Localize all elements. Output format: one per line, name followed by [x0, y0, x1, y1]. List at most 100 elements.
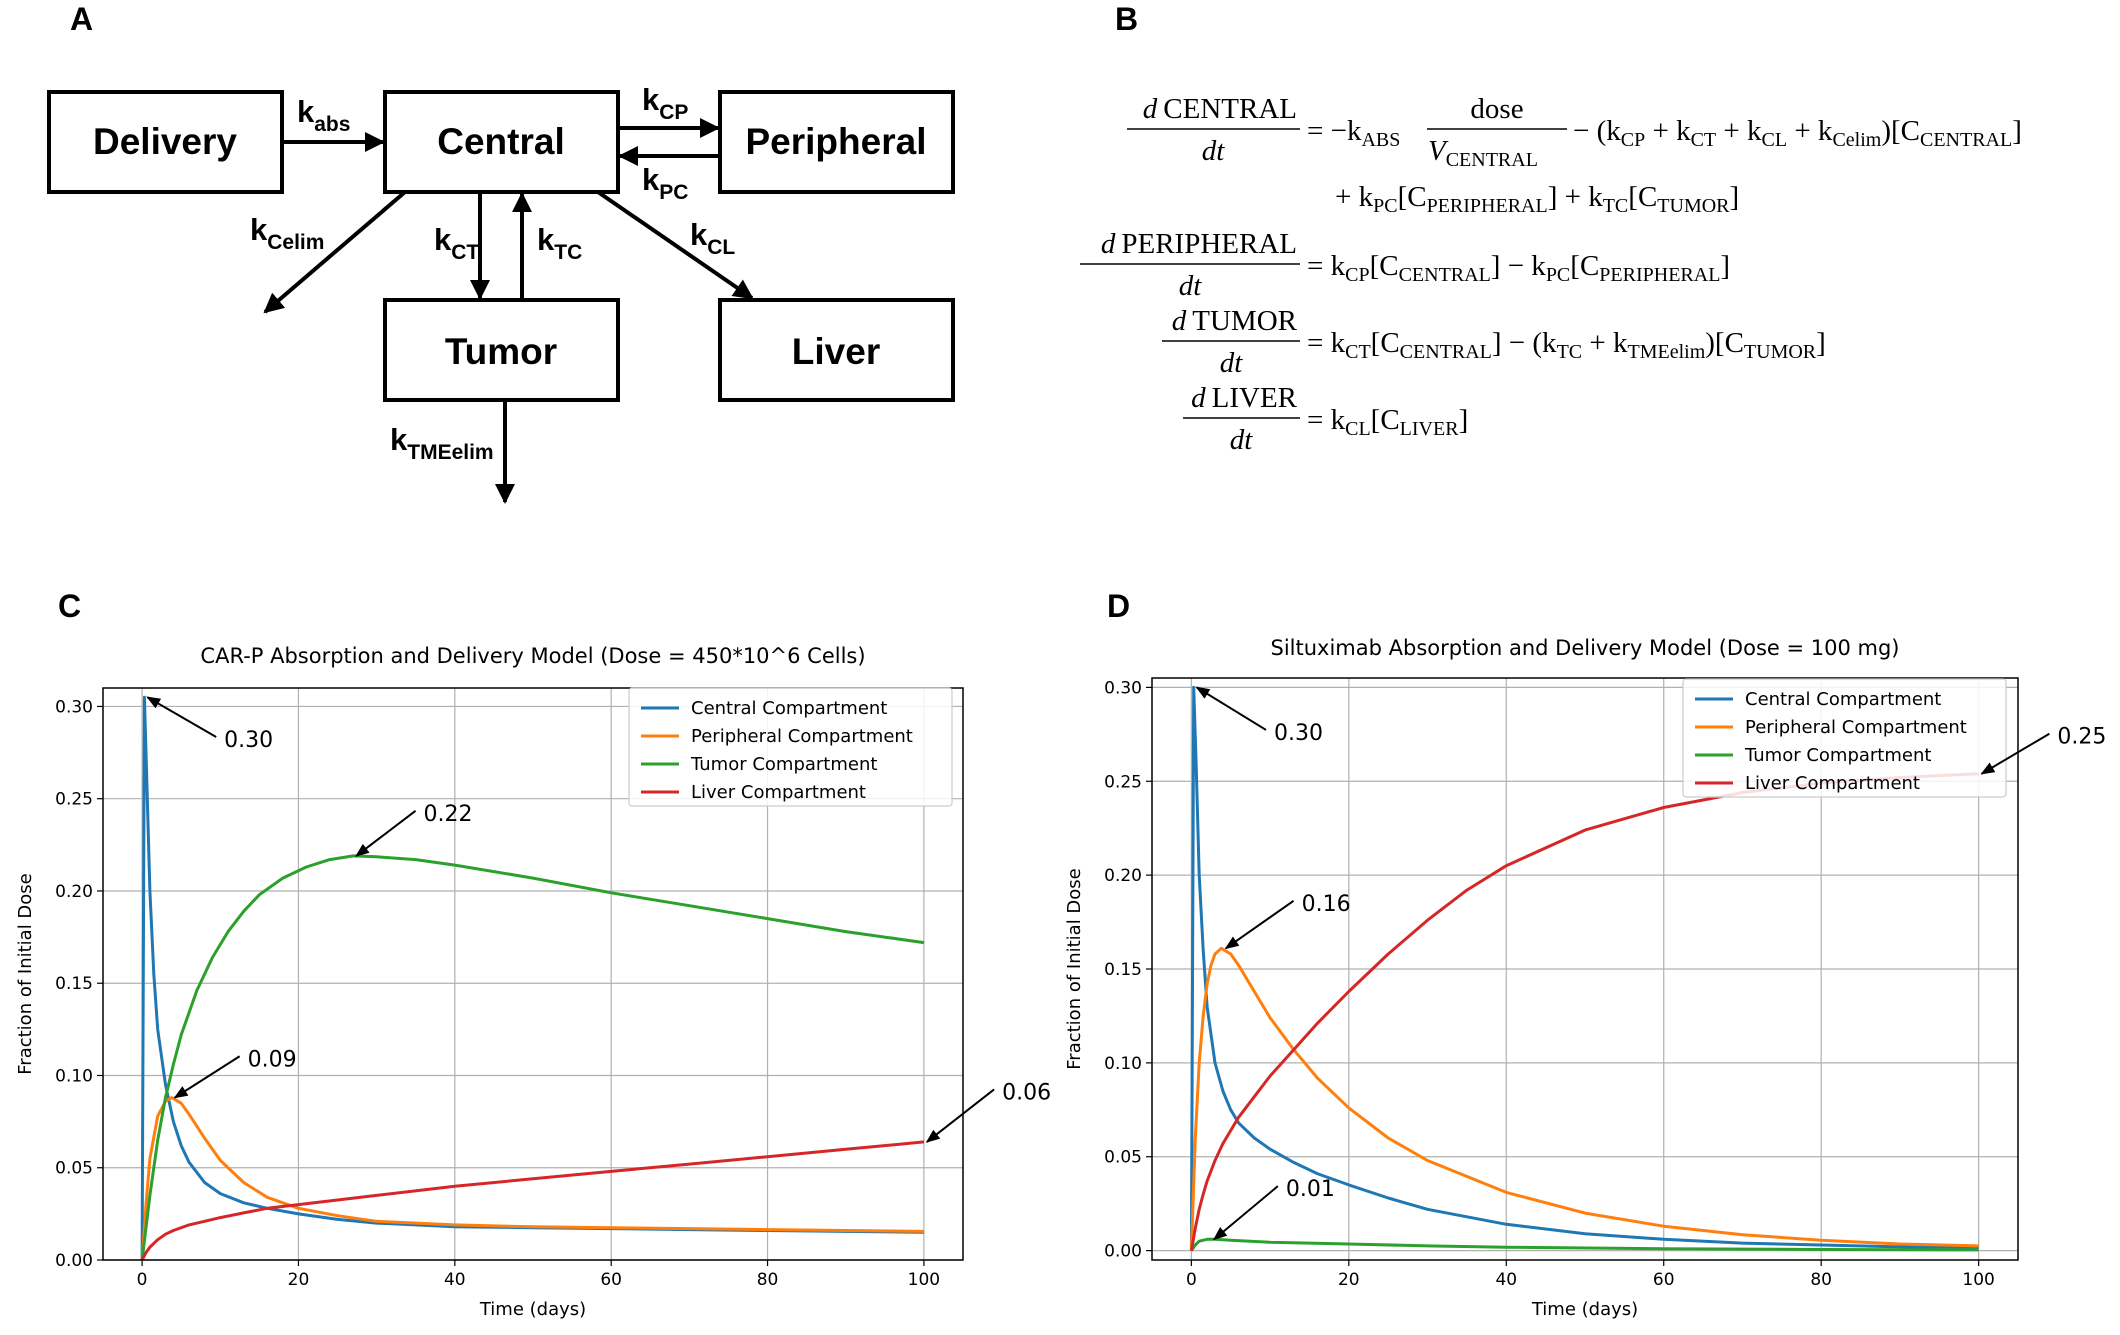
x-tick-label: 40: [1495, 1270, 1517, 1290]
y-tick-label: 0.25: [55, 790, 93, 810]
rate-kcp: kCP: [642, 82, 688, 124]
central-label: Central: [437, 121, 564, 162]
x-axis-label: Time (days): [1531, 1299, 1638, 1320]
rate-ktc: kTC: [537, 222, 582, 264]
eq1-numerator: d CENTRAL: [1143, 93, 1297, 125]
rate-kct: kCT: [434, 222, 479, 264]
series-line-tumor: [1190, 1237, 1979, 1252]
y-tick-label: 0.10: [55, 1066, 93, 1086]
y-tick-label: 0.20: [55, 882, 93, 902]
legend-entry: Central Compartment: [691, 698, 887, 719]
x-tick-label: 60: [600, 1270, 622, 1290]
eq1-denominator: dt: [1202, 135, 1226, 167]
annotation-label: 0.06: [1002, 1080, 1051, 1105]
series-line-peripheral: [140, 1096, 924, 1261]
annotation-label: 0.22: [424, 802, 473, 827]
y-tick-label: 0.10: [1104, 1054, 1142, 1074]
panel-letter-a: A: [70, 1, 93, 37]
chart-c: 0 20 40 60 80 100 0.00 0.05 0.10 0.15 0.20 0.25 0.30…: [15, 644, 1051, 1320]
series-line-liver: [140, 1140, 925, 1261]
x-tick-label: 20: [1338, 1270, 1360, 1290]
rate-ktmeelim: kTMEelim: [390, 422, 494, 464]
y-tick-label: 0.20: [1104, 866, 1142, 886]
eq2-numerator: d PERIPHERAL: [1101, 228, 1297, 260]
arrow-central-liver: [596, 190, 754, 300]
eq2-denominator: dt: [1179, 270, 1203, 302]
central-box: [383, 90, 620, 194]
delivery-label: Delivery: [93, 121, 237, 162]
peripheral-box: [718, 90, 955, 194]
annotation-label: 0.30: [224, 728, 273, 753]
y-tick-label: 0.00: [1104, 1242, 1142, 1262]
panel-letter-b: B: [1115, 1, 1138, 37]
series-line-central: [1189, 685, 1979, 1251]
legend-box: [628, 687, 953, 807]
compartment-diagram: Delivery Central Peripheral Tumor Liver …: [47, 82, 955, 504]
series-line-peripheral: [1189, 946, 1979, 1251]
annotation-label: 0.25: [2057, 725, 2106, 750]
legend-entry: Peripheral Compartment: [691, 726, 913, 747]
legend-entry: Liver Compartment: [691, 782, 866, 803]
annotation-label: 0.16: [1302, 892, 1351, 917]
eq2-rhs: = kCP[CCENTRAL] − kPC[CPERIPHERAL]: [1307, 250, 1730, 286]
eq3-denominator: dt: [1220, 347, 1244, 379]
liver-box: [718, 298, 955, 402]
liver-label: Liver: [792, 331, 880, 372]
x-tick-label: 60: [1653, 1270, 1675, 1290]
annotation-arrow: [1195, 686, 1267, 731]
eq1-rhs-a: = −kABS: [1307, 115, 1400, 151]
legend-entry: Tumor Compartment: [690, 754, 877, 775]
eq3-numerator: d TUMOR: [1172, 305, 1298, 337]
annotation-label: 0.30: [1274, 721, 1323, 746]
x-tick-label: 80: [1810, 1270, 1832, 1290]
plot-frame: [102, 687, 964, 1261]
y-tick-label: 0.05: [1104, 1148, 1142, 1168]
rate-kabs: kabs: [297, 94, 350, 136]
eq3-rhs: = kCT[CCENTRAL] − (kTC + kTMEelim)[CTUMO…: [1307, 327, 1826, 363]
panel-letter-c: C: [58, 588, 81, 624]
tumor-label: Tumor: [445, 331, 557, 372]
eq1-line2: + kPC[CPERIPHERAL] + kTC[CTUMOR]: [1335, 181, 1739, 217]
y-tick-label: 0.05: [55, 1159, 93, 1179]
annotation-arrow: [173, 1055, 241, 1099]
x-tick-label: 0: [1186, 1270, 1197, 1290]
legend-box: [1682, 678, 2007, 798]
equation-system: d CENTRAL dt = −kABS dose VCENTRAL − (kCP…: [1080, 93, 2022, 456]
delivery-box: [47, 90, 284, 194]
x-tick-label: 40: [444, 1270, 466, 1290]
arrow-central-elim: [263, 190, 407, 314]
chart-title: CAR-P Absorption and Delivery Model (Dos…: [200, 644, 865, 668]
annotation-arrow: [925, 1088, 995, 1143]
eq1-rhs-b: − (kCP + kCT + kCL + kCelim)[CCENTRAL]: [1573, 115, 2022, 151]
legend-entry: Peripheral Compartment: [1745, 717, 1967, 738]
annotation-arrow: [1212, 1185, 1279, 1241]
y-tick-label: 0.15: [55, 974, 93, 994]
y-tick-label: 0.15: [1104, 960, 1142, 980]
rate-kpc: kPC: [642, 162, 688, 204]
eq1-dose: dose: [1470, 93, 1523, 125]
x-tick-label: 100: [1962, 1270, 1994, 1290]
peripheral-label: Peripheral: [746, 121, 927, 162]
tumor-box: [383, 298, 620, 402]
y-axis-label: Fraction of Initial Dose: [15, 873, 36, 1075]
x-tick-label: 0: [137, 1270, 148, 1290]
x-axis-label: Time (days): [479, 1299, 586, 1320]
x-tick-label: 20: [288, 1270, 310, 1290]
x-tick-label: 80: [757, 1270, 779, 1290]
rate-kcelim: kCelim: [250, 212, 324, 254]
series-line-tumor: [140, 854, 925, 1261]
eq4-denominator: dt: [1230, 424, 1254, 456]
chart-title: Siltuximab Absorption and Delivery Model…: [1271, 636, 1900, 660]
annotation-label: 0.09: [248, 1047, 297, 1072]
legend-entry: Central Compartment: [1745, 689, 1941, 710]
panel-letter-d: D: [1107, 588, 1130, 624]
annotation-arrow: [1224, 899, 1295, 950]
annotation-arrow: [355, 810, 417, 857]
annotation-label: 0.01: [1286, 1177, 1335, 1202]
y-tick-label: 0.30: [55, 697, 93, 717]
eq4-rhs: = kCL[CLIVER]: [1307, 404, 1468, 440]
legend-entry: Liver Compartment: [1745, 773, 1920, 794]
eq4-numerator: d LIVER: [1191, 382, 1298, 414]
annotation-arrow: [146, 696, 217, 738]
